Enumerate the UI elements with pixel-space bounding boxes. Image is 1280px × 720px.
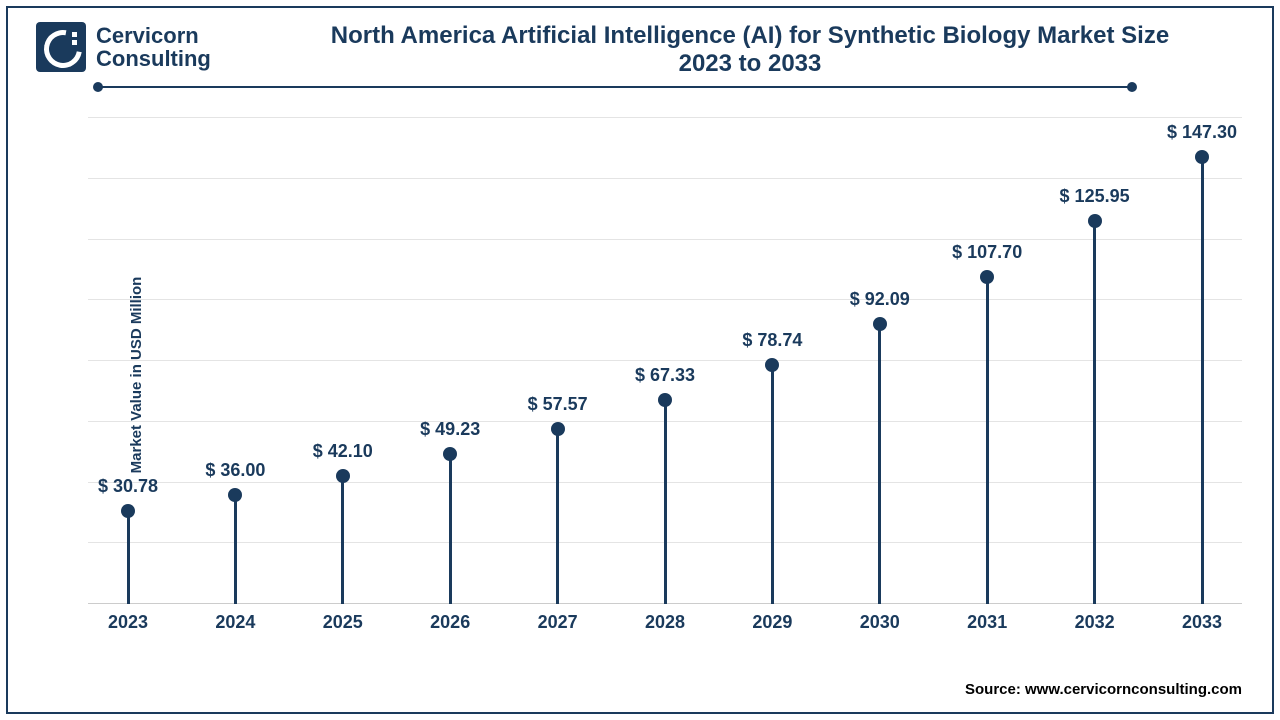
x-tick-label: 2032 xyxy=(1045,612,1145,633)
brand-logo: Cervicorn Consulting xyxy=(36,22,211,72)
value-label: $ 92.09 xyxy=(830,289,930,310)
dot-marker xyxy=(228,488,242,502)
x-tick-label: 2031 xyxy=(937,612,1037,633)
stem xyxy=(664,400,667,605)
dot-marker xyxy=(658,393,672,407)
chart-area: Market Value in USD Million 202320242025… xyxy=(88,108,1242,642)
dot-marker xyxy=(1088,214,1102,228)
stem xyxy=(341,476,344,604)
title-line1: North America Artificial Intelligence (A… xyxy=(268,22,1232,50)
dot-marker xyxy=(443,447,457,461)
dot-marker xyxy=(121,504,135,518)
x-tick-label: 2026 xyxy=(400,612,500,633)
value-label: $ 78.74 xyxy=(722,330,822,351)
x-tick-label: 2033 xyxy=(1152,612,1252,633)
dot-marker xyxy=(336,469,350,483)
value-label: $ 107.70 xyxy=(937,242,1037,263)
x-tick-label: 2024 xyxy=(185,612,285,633)
title-line2: 2023 to 2033 xyxy=(268,50,1232,78)
stem xyxy=(878,324,881,604)
stem xyxy=(449,454,452,604)
stem xyxy=(986,277,989,604)
chart-frame: Cervicorn Consulting North America Artif… xyxy=(6,6,1274,714)
gridline xyxy=(88,239,1242,240)
value-label: $ 57.57 xyxy=(508,394,608,415)
x-tick-label: 2025 xyxy=(293,612,393,633)
x-tick-label: 2030 xyxy=(830,612,930,633)
x-tick-label: 2029 xyxy=(722,612,822,633)
dot-marker xyxy=(980,270,994,284)
gridline xyxy=(88,117,1242,118)
dot-marker xyxy=(765,358,779,372)
logo-line1: Cervicorn xyxy=(96,24,211,47)
value-label: $ 125.95 xyxy=(1045,186,1145,207)
value-label: $ 30.78 xyxy=(78,476,178,497)
x-axis-labels: 2023202420252026202720282029203020312032… xyxy=(88,604,1242,642)
stem xyxy=(234,495,237,604)
stem xyxy=(556,429,559,604)
x-tick-label: 2028 xyxy=(615,612,715,633)
dot-marker xyxy=(873,317,887,331)
dot-marker xyxy=(1195,150,1209,164)
plot-region: 2023202420252026202720282029203020312032… xyxy=(88,108,1242,642)
value-label: $ 42.10 xyxy=(293,441,393,462)
logo-line2: Consulting xyxy=(96,47,211,70)
value-label: $ 67.33 xyxy=(615,365,715,386)
stem xyxy=(1093,221,1096,604)
stem xyxy=(127,511,130,604)
source-text: Source: www.cervicornconsulting.com xyxy=(965,681,1242,698)
title-underline xyxy=(98,86,1132,88)
dot-marker xyxy=(551,422,565,436)
x-tick-label: 2023 xyxy=(78,612,178,633)
x-tick-label: 2027 xyxy=(508,612,608,633)
logo-text: Cervicorn Consulting xyxy=(96,24,211,70)
value-label: $ 36.00 xyxy=(185,460,285,481)
value-label: $ 49.23 xyxy=(400,419,500,440)
chart-title: North America Artificial Intelligence (A… xyxy=(268,22,1232,78)
stem xyxy=(1201,157,1204,604)
gridline xyxy=(88,360,1242,361)
gridline xyxy=(88,178,1242,179)
value-label: $ 147.30 xyxy=(1152,122,1252,143)
gridline xyxy=(88,299,1242,300)
logo-mark-icon xyxy=(36,22,86,72)
stem xyxy=(771,365,774,604)
